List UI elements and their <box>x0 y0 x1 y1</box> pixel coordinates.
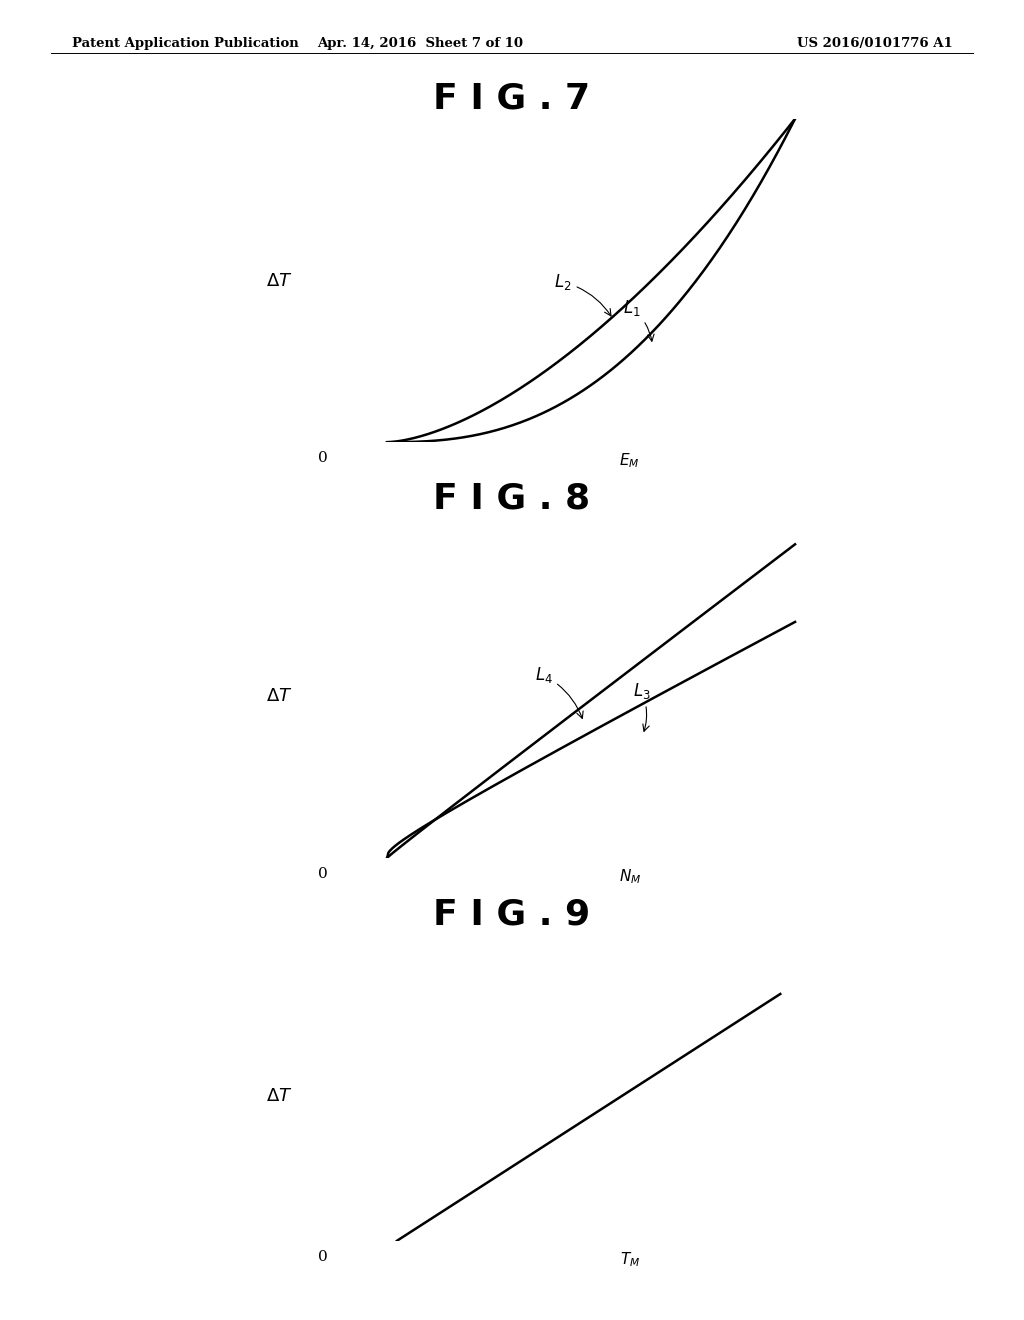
Text: 0: 0 <box>317 1250 328 1265</box>
Text: 0: 0 <box>317 867 328 882</box>
Text: $L_3$: $L_3$ <box>633 681 650 731</box>
Text: $\Delta T$: $\Delta T$ <box>265 272 292 289</box>
Text: $L_4$: $L_4$ <box>535 665 583 718</box>
Text: F I G . 7: F I G . 7 <box>433 82 591 116</box>
Text: Patent Application Publication: Patent Application Publication <box>72 37 298 50</box>
Text: $\Delta T$: $\Delta T$ <box>265 688 292 705</box>
Text: US 2016/0101776 A1: US 2016/0101776 A1 <box>797 37 952 50</box>
Text: $L_2$: $L_2$ <box>554 272 611 315</box>
Text: $\Delta T$: $\Delta T$ <box>265 1086 292 1105</box>
Text: F I G . 9: F I G . 9 <box>433 898 591 932</box>
Text: 0: 0 <box>317 451 328 466</box>
Text: $E_M$: $E_M$ <box>620 451 640 470</box>
Text: $T_M$: $T_M$ <box>620 1250 640 1269</box>
Text: Apr. 14, 2016  Sheet 7 of 10: Apr. 14, 2016 Sheet 7 of 10 <box>316 37 523 50</box>
Text: $L_1$: $L_1$ <box>623 298 654 341</box>
Text: F I G . 8: F I G . 8 <box>433 482 591 516</box>
Text: $N_M$: $N_M$ <box>618 867 641 886</box>
